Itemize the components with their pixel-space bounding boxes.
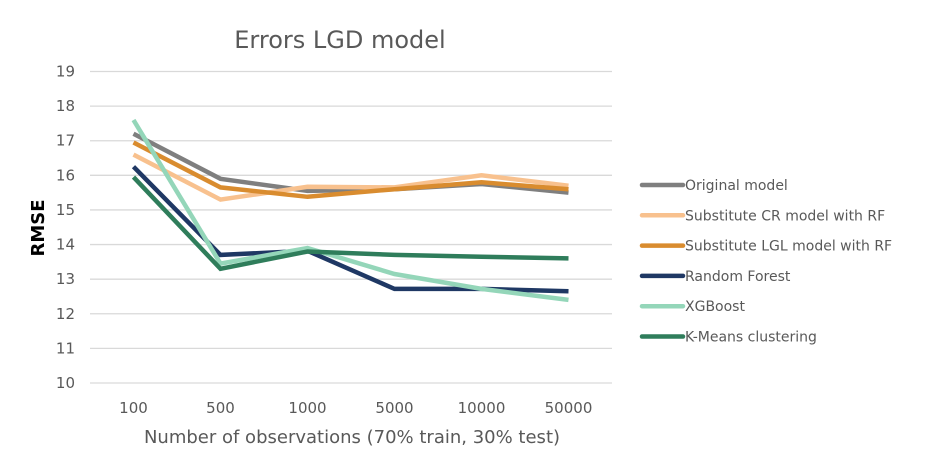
- y-tick-label: 14: [56, 236, 75, 254]
- legend-label: Substitute CR model with RF: [685, 208, 885, 224]
- y-tick-label: 10: [56, 374, 75, 392]
- legend-item-random-forest: Random Forest: [639, 269, 791, 285]
- series-lines: [131, 118, 569, 303]
- y-tick-label: 13: [56, 270, 75, 288]
- y-tick-label: 18: [56, 97, 75, 115]
- y-tick-label: 19: [56, 63, 75, 81]
- legend-label: Random Forest: [685, 269, 791, 285]
- legend-item-original-model: Original model: [639, 178, 788, 194]
- series-line-substitute-cr-model-with-rf: [132, 152, 569, 202]
- y-axis-label: RMSE: [28, 199, 49, 256]
- x-tick-label: 500: [206, 399, 235, 417]
- x-tick-label: 100: [119, 399, 148, 417]
- legend: Original model Substitute CR model with R…: [639, 178, 892, 346]
- legend-label: XGBoost: [685, 299, 745, 315]
- x-tick-label: 10000: [458, 399, 506, 417]
- y-tick-label: 15: [56, 201, 75, 219]
- y-tick-label: 12: [56, 305, 75, 323]
- legend-label: Substitute LGL model with RF: [685, 239, 892, 255]
- series-line-substitute-lgl-model-with-rf: [132, 140, 569, 200]
- x-axis-label: Number of observations (70% train, 30% t…: [144, 427, 560, 448]
- chart-title: Errors LGD model: [234, 26, 445, 54]
- legend-item-substitute-lgl-model-with-rf: Substitute LGL model with RF: [639, 239, 892, 255]
- series-line-xgboost: [131, 118, 569, 303]
- gridlines: [90, 70, 612, 384]
- legend-item-k-means-clustering: K-Means clustering: [639, 330, 817, 346]
- x-tick-label: 5000: [375, 399, 413, 417]
- legend-item-substitute-cr-model-with-rf: Substitute CR model with RF: [639, 208, 885, 224]
- x-tick-label: 50000: [545, 399, 593, 417]
- legend-item-xgboost: XGBoost: [639, 299, 745, 315]
- y-tick-label: 11: [56, 339, 75, 357]
- legend-label: K-Means clustering: [685, 330, 817, 346]
- series-line-k-means-clustering: [131, 175, 569, 272]
- x-tick-label: 1000: [288, 399, 326, 417]
- x-axis-ticks: 100 500 1000 5000 10000 50000: [119, 399, 592, 417]
- y-tick-label: 16: [56, 166, 75, 184]
- y-axis-ticks: 10 11 12 13 14 15 16 17 18 19: [56, 63, 75, 393]
- y-tick-label: 17: [56, 132, 75, 150]
- legend-label: Original model: [685, 178, 788, 194]
